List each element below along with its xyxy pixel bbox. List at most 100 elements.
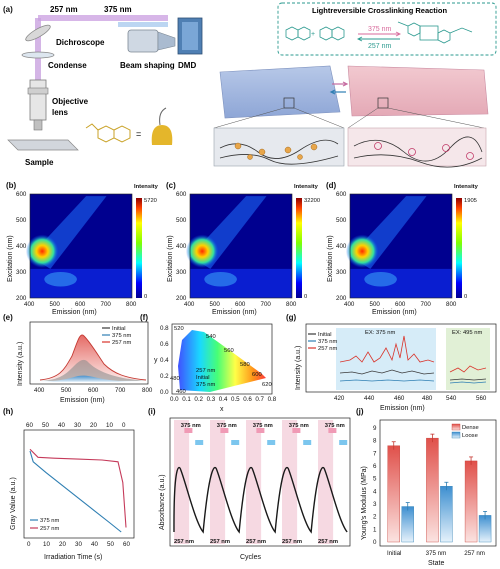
panel-f-yticks: 0.0 0.2 0.4 0.6 0.8	[160, 325, 169, 396]
colorbar	[136, 198, 142, 298]
panel-j-yticks: 0 1 2 3 4 5 6 7 8 9	[373, 425, 377, 546]
legend-e-initial: Initial	[112, 326, 126, 332]
heatmap-row: (b) Intensity 5720 0 400 500 600 700 800 200 300 40…	[6, 181, 479, 316]
absorbance-curve	[173, 466, 348, 534]
e-xtick: 700	[115, 387, 126, 394]
panel-h-ylabel: Gray Value (a.u.)	[10, 477, 17, 530]
h-top-tick: 20	[90, 422, 97, 429]
heatmap-secondary-spot	[364, 272, 397, 287]
panel-j-legend: Dense Loose	[451, 423, 479, 439]
h-xtick: 0	[27, 541, 31, 548]
panel-i-labels: 375 nm 257 nm 375 nm 257 nm 375 nm 257 nm 375 …	[174, 423, 348, 545]
cie-wl-560: 560	[224, 348, 234, 354]
f-ytick: 0.6	[160, 341, 169, 348]
f-xtick: 0.3	[207, 396, 216, 403]
j-ytick: 6	[373, 463, 377, 470]
g-375-series	[339, 379, 435, 382]
zoom-box-right	[377, 97, 389, 109]
heatmap-xtick: 800	[446, 301, 457, 308]
colorbar-title: Intensity	[454, 184, 479, 190]
h-375-line	[29, 450, 122, 533]
heatmap-ytick: 400	[16, 243, 27, 250]
cie-wl-520: 520	[174, 326, 184, 332]
bar-dense	[464, 460, 478, 543]
heatmap-label: (d)	[326, 181, 337, 190]
bar-loose	[440, 486, 453, 543]
crosslink-dots	[234, 142, 318, 160]
sample-stage	[7, 139, 79, 151]
i-irradiation-band	[282, 420, 298, 544]
panel-f-xticks: 0.0 0.1 0.2 0.3 0.4 0.5 0.6 0.7 0.8	[170, 396, 277, 403]
monomer-structure-icon	[285, 26, 345, 41]
i-loose-state-icon	[267, 440, 276, 445]
i-irradiation-band	[210, 420, 226, 544]
f-xtick: 0.4	[219, 396, 228, 403]
switch-arrow-bottom-head	[329, 89, 336, 95]
dimer-structure-icon	[397, 21, 473, 44]
panel-h-xticks: 0 10 20 30 40 50 60	[27, 541, 130, 548]
panel-g-legend: Initial 375 nm 257 nm	[308, 332, 338, 352]
ex375-label: EX: 375 nm	[365, 330, 395, 336]
zoom-box-left	[283, 97, 295, 109]
heatmap-ytick: 600	[336, 191, 347, 198]
heatmap-panel: (d) Intensity 1905 0 400 500 600 700 800 200 300 40…	[326, 181, 479, 316]
objective-ring	[27, 87, 49, 95]
heatmap-xtick: 400	[184, 301, 195, 308]
heatmap-ytick: 500	[176, 217, 187, 224]
heatmap-ytick: 500	[16, 217, 27, 224]
heatmap-ytick: 300	[336, 269, 347, 276]
heatmap-ylabel: Excitation (nm)	[327, 235, 334, 282]
emission-initial-area	[40, 359, 146, 381]
colorbar-zero: 0	[304, 294, 307, 300]
i-loose-state-icon	[303, 440, 312, 445]
legend-loose-swatch	[451, 431, 461, 439]
j-xtick: 257 nm	[464, 550, 485, 557]
h-xtick: 20	[59, 541, 66, 548]
panel-h-top-ticks: 60 50 40 30 20 10 0	[26, 422, 126, 429]
legend-loose: Loose	[462, 433, 478, 439]
dmd-label: DMD	[178, 61, 196, 70]
j-ytick: 1	[373, 526, 377, 533]
emission-375-area	[40, 375, 146, 382]
legend-dense-swatch	[451, 423, 461, 431]
colorbar-title: Intensity	[134, 184, 159, 190]
cie-wl-620: 620	[262, 382, 272, 388]
reaction-box	[277, 2, 497, 56]
panel-j-xlabel: State	[428, 560, 444, 567]
i-dense-state-icon	[328, 428, 337, 433]
panel-i-xlabel: Cycles	[240, 554, 262, 561]
panel-j-ylabel: Young's Modulus (MPa)	[361, 466, 368, 540]
i-irradiation-band	[318, 420, 334, 544]
g-375-series-right	[449, 381, 487, 384]
i-375-label: 375 nm	[217, 423, 237, 429]
plus-sign: +	[311, 31, 315, 38]
panel-i: (i) 375 nm 257 nm 375 nm 257 nm 375 nm 257 nm…	[148, 407, 351, 561]
f-xtick: 0.7	[255, 396, 264, 403]
legend-e-375: 375 nm	[112, 333, 132, 339]
panel-e-xlabel: Emission (nm)	[60, 397, 105, 404]
forward-arrow-head	[395, 31, 402, 37]
panel-g-xticks: 420 440 460 480 540 560	[334, 395, 487, 402]
heatmap-ytick: 300	[16, 269, 27, 276]
panel-g: (g) EX: 375 nm EX: 495 nm Initial 375 nm…	[286, 313, 497, 412]
i-loose-state-icon	[195, 440, 204, 445]
heatmap-xtick: 500	[210, 301, 221, 308]
g-xtick: 540	[446, 395, 457, 402]
cie-wl-540: 540	[206, 334, 216, 340]
condense-label: Condense	[48, 61, 87, 70]
heatmap-xtick: 400	[344, 301, 355, 308]
j-ytick: 8	[373, 438, 377, 445]
colorbar-max: 32200	[304, 198, 320, 204]
panel-h-label: (h)	[3, 407, 14, 416]
heatmap-xtick: 800	[126, 301, 137, 308]
colorbar-max: 1905	[464, 198, 477, 204]
heatmap-panel: (b) Intensity 5720 0 400 500 600 700 800 200 300 40…	[6, 181, 159, 316]
i-irradiation-band	[174, 420, 190, 544]
colorbar	[296, 198, 302, 298]
h-top-tick: 50	[42, 422, 49, 429]
objective-body	[29, 79, 47, 121]
h-top-tick: 60	[26, 422, 33, 429]
heatmap-secondary-spot	[204, 272, 237, 287]
heatmap-xtick: 700	[101, 301, 112, 308]
h-xtick: 50	[107, 541, 114, 548]
